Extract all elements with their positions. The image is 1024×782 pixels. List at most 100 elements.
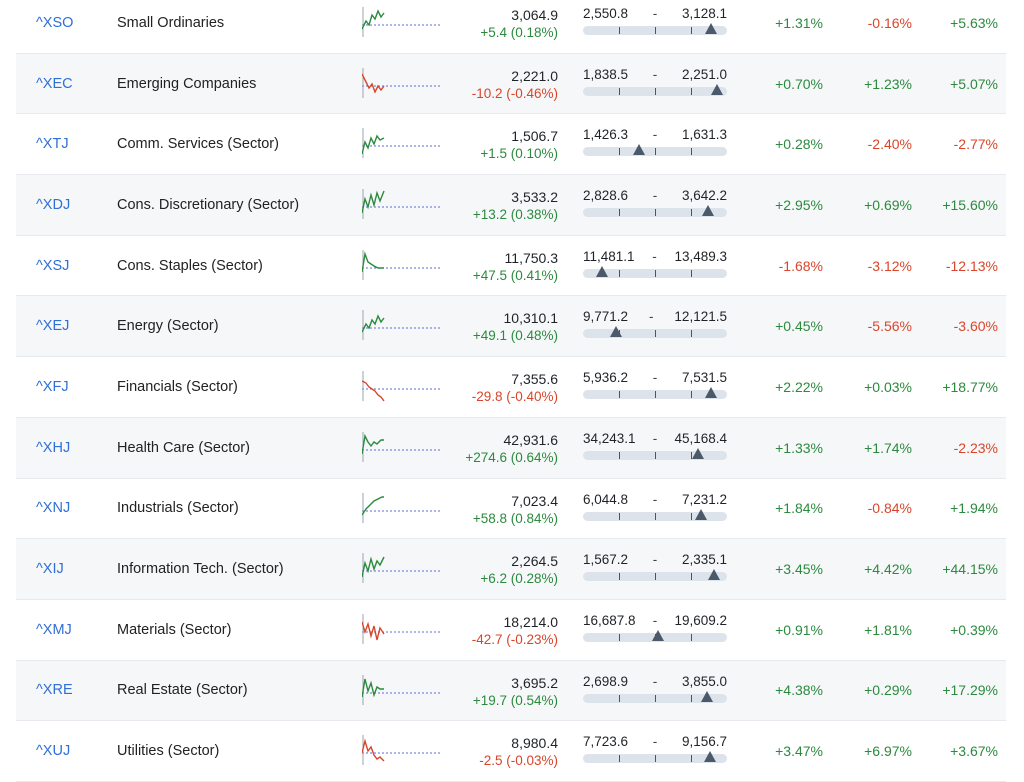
index-name: Real Estate (Sector) xyxy=(117,682,248,699)
price-cell: 3,064.9 +5.4 (0.18%) xyxy=(480,6,558,42)
range-tick xyxy=(655,27,656,34)
change-pct-2: -2.40% xyxy=(867,136,912,153)
table-row[interactable]: ^XIJ Information Tech. (Sector) 2,264.5 … xyxy=(16,539,1006,600)
table-row[interactable]: ^XNJ Industrials (Sector) 7,023.4 +58.8 … xyxy=(16,479,1006,540)
symbol-link[interactable]: ^XIJ xyxy=(36,561,64,578)
range-tick xyxy=(691,148,692,156)
range-tick xyxy=(691,451,692,459)
price-change: -29.8 (-0.40%) xyxy=(471,389,558,405)
change-pct-1: +0.91% xyxy=(775,621,823,638)
change-pct-2: +0.03% xyxy=(864,378,912,395)
range-high: 3,128.1 xyxy=(681,6,727,21)
symbol-link[interactable]: ^XDJ xyxy=(36,196,71,213)
change-pct-2: -3.12% xyxy=(867,257,912,274)
range-tick xyxy=(655,573,656,581)
sparkline-chart xyxy=(362,492,442,523)
price-change: -42.7 (-0.23%) xyxy=(471,631,558,647)
last-price: 3,064.9 xyxy=(511,7,558,23)
range-marker-icon xyxy=(708,569,721,581)
range-bar xyxy=(583,751,727,764)
symbol-link[interactable]: ^XEC xyxy=(36,75,73,92)
price-cell: 2,264.5 +6.2 (0.28%) xyxy=(480,552,558,588)
range-bar xyxy=(583,690,727,703)
change-pct-2: +6.97% xyxy=(864,743,912,760)
table-row[interactable]: ^XTJ Comm. Services (Sector) 1,506.7 +1.… xyxy=(16,114,1006,176)
range-high: 9,156.7 xyxy=(681,734,727,750)
change-pct-1: +3.47% xyxy=(775,743,823,760)
range-tick xyxy=(619,391,620,399)
day-range: 1,426.3 - 1,631.3 xyxy=(583,126,727,157)
price-cell: 11,750.3 +47.5 (0.41%) xyxy=(473,249,558,285)
table-row[interactable]: ^XSO Small Ordinaries 3,064.9 +5.4 (0.18… xyxy=(16,0,1006,54)
range-separator: - xyxy=(652,370,658,386)
symbol-link[interactable]: ^XFJ xyxy=(36,378,69,395)
table-row[interactable]: ^XUJ Utilities (Sector) 8,980.4 -2.5 (-0… xyxy=(16,721,1006,782)
range-tick xyxy=(655,269,656,277)
table-row[interactable]: ^XSJ Cons. Staples (Sector) 11,750.3 +47… xyxy=(16,236,1006,297)
change-pct-3: +0.39% xyxy=(950,621,998,638)
range-tick xyxy=(655,391,656,399)
symbol-link[interactable]: ^XEJ xyxy=(36,318,70,335)
price-cell: 42,931.6 +274.6 (0.64%) xyxy=(465,431,558,467)
symbol-link[interactable]: ^XHJ xyxy=(36,439,71,456)
range-tick xyxy=(691,269,692,277)
symbol-link[interactable]: ^XSO xyxy=(36,14,74,31)
change-pct-2: +0.29% xyxy=(864,682,912,699)
change-pct-3: -2.77% xyxy=(953,136,998,153)
sparkline-chart xyxy=(362,249,442,280)
range-marker-icon xyxy=(702,205,715,217)
last-price: 3,695.2 xyxy=(511,674,558,691)
index-name: Information Tech. (Sector) xyxy=(117,561,284,578)
symbol-link[interactable]: ^XRE xyxy=(36,682,73,699)
sparkline-chart xyxy=(362,67,442,98)
symbol-link[interactable]: ^XNJ xyxy=(36,500,71,517)
symbol-link[interactable]: ^XTJ xyxy=(36,136,69,153)
range-high: 45,168.4 xyxy=(674,430,727,446)
range-tick xyxy=(655,87,656,95)
range-tick xyxy=(691,633,692,641)
range-high: 3,855.0 xyxy=(681,673,727,689)
table-row[interactable]: ^XRE Real Estate (Sector) 3,695.2 +19.7 … xyxy=(16,660,1006,722)
range-separator: - xyxy=(652,6,658,21)
price-cell: 3,533.2 +13.2 (0.38%) xyxy=(473,188,558,224)
range-tick xyxy=(619,512,620,520)
table-row[interactable]: ^XDJ Cons. Discretionary (Sector) 3,533.… xyxy=(16,175,1006,236)
price-change: +47.5 (0.41%) xyxy=(472,267,558,283)
change-pct-3: -12.13% xyxy=(945,257,998,274)
range-marker-icon xyxy=(633,144,646,156)
sparkline-chart xyxy=(362,431,442,462)
range-bar xyxy=(583,205,727,218)
day-range: 34,243.1 - 45,168.4 xyxy=(583,430,727,460)
index-name: Small Ordinaries xyxy=(117,14,225,31)
range-tick xyxy=(691,512,692,520)
range-marker-icon xyxy=(695,508,708,520)
range-low: 6,044.8 xyxy=(583,491,629,507)
table-row[interactable]: ^XEC Emerging Companies 2,221.0 -10.2 (-… xyxy=(16,53,1006,115)
table-row[interactable]: ^XFJ Financials (Sector) 7,355.6 -29.8 (… xyxy=(16,357,1006,418)
sparkline-chart xyxy=(362,189,442,220)
range-separator: - xyxy=(652,552,658,568)
range-tick xyxy=(619,573,620,581)
range-tick xyxy=(619,27,620,34)
index-name: Health Care (Sector) xyxy=(117,439,250,456)
table-row[interactable]: ^XHJ Health Care (Sector) 42,931.6 +274.… xyxy=(16,417,1006,479)
change-pct-2: -5.56% xyxy=(867,318,912,335)
range-separator: - xyxy=(652,673,658,689)
symbol-link[interactable]: ^XMJ xyxy=(36,621,72,638)
range-low: 34,243.1 xyxy=(583,430,636,446)
last-price: 42,931.6 xyxy=(503,431,559,448)
table-row[interactable]: ^XMJ Materials (Sector) 18,214.0 -42.7 (… xyxy=(16,600,1006,661)
last-price: 10,310.1 xyxy=(503,310,559,327)
range-marker-icon xyxy=(703,751,716,763)
range-tick xyxy=(691,209,692,217)
range-marker-icon xyxy=(610,326,623,338)
range-marker-icon xyxy=(700,690,713,702)
range-tick xyxy=(655,209,656,217)
table-row[interactable]: ^XEJ Energy (Sector) 10,310.1 +49.1 (0.4… xyxy=(16,296,1006,358)
symbol-link[interactable]: ^XUJ xyxy=(36,743,71,760)
range-low: 2,550.8 xyxy=(583,6,629,21)
price-cell: 2,221.0 -10.2 (-0.46%) xyxy=(472,67,558,103)
symbol-link[interactable]: ^XSJ xyxy=(36,257,70,274)
change-pct-3: -3.60% xyxy=(953,318,998,335)
range-marker-icon xyxy=(705,387,718,399)
